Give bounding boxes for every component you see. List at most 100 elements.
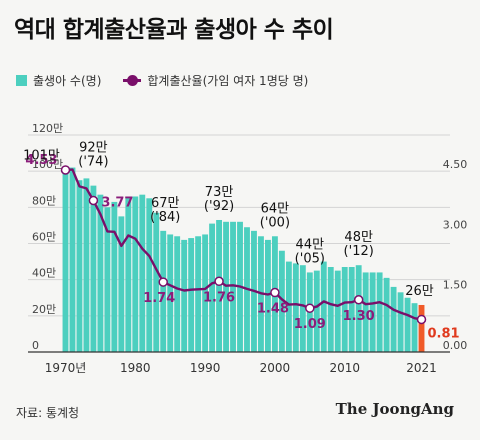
x-tick-label-1980: 1980	[120, 361, 151, 375]
bar-2020	[411, 303, 418, 352]
bar-1987	[181, 239, 188, 352]
bar-1982	[146, 198, 153, 352]
births-label-1984: 67만	[151, 196, 180, 211]
births-label-1992: 73만	[205, 185, 234, 200]
legend-tfr-label: 합계출산율(가임 여자 1명당 명)	[147, 74, 309, 88]
bar-2003	[292, 263, 299, 352]
births-sublabel-2000: ('00)	[260, 215, 290, 230]
bar-1970	[62, 169, 69, 352]
bar-1971	[69, 167, 76, 352]
bar-2016	[383, 277, 390, 352]
bar-1976	[104, 207, 111, 352]
bar-1979	[125, 196, 132, 352]
y-left-tick-label: 60만	[32, 231, 56, 244]
bar-1984	[160, 230, 167, 352]
bar-1974	[90, 185, 97, 352]
bar-2012	[355, 265, 362, 352]
bar-2009	[334, 270, 341, 352]
births-sublabel-1984: ('84)	[150, 210, 180, 225]
bar-1994	[230, 221, 236, 352]
bar-2002	[285, 261, 292, 352]
births-label-1974: 92만	[79, 141, 108, 156]
x-tick-label-1970: 1970년	[45, 361, 87, 375]
bar-2018	[397, 292, 404, 352]
tfr-label-2012: 1.30	[343, 309, 375, 324]
tfr-label-1974: 3.77	[101, 196, 133, 211]
tfr-marker-1974	[88, 195, 99, 206]
births-label-2021: 26만	[405, 284, 434, 299]
legend-births-swatch	[16, 75, 27, 86]
y-left-tick-label: 100만	[32, 158, 63, 171]
source-note: 자료: 통계청	[16, 406, 80, 420]
x-tick-label-2010: 2010	[329, 361, 360, 375]
bar-2011	[348, 267, 355, 352]
bar-1990	[202, 234, 209, 352]
legend: 출생아 수(명) 합계출산율(가임 여자 1명당 명)	[16, 72, 308, 89]
bar-1999	[265, 239, 271, 352]
bar-2017	[390, 286, 397, 352]
bar-2010	[341, 267, 348, 352]
bar-1981	[139, 194, 146, 352]
bar-1991	[209, 223, 216, 352]
bar-1980	[132, 196, 139, 352]
legend-tfr-swatch	[123, 75, 142, 86]
tfr-label-2021: 0.81	[428, 326, 460, 341]
bar-2021	[418, 304, 425, 352]
tfr-marker-1992	[214, 276, 224, 287]
tfr-marker-2000	[270, 287, 280, 298]
y-right-tick-label: 3.00	[443, 218, 468, 231]
x-tick-label-2021: 2021	[406, 361, 437, 375]
tfr-label-1970: 4.53	[25, 153, 57, 168]
births-sublabel-1974: ('74)	[78, 155, 108, 170]
bar-1989	[195, 236, 202, 352]
brand-logo: The JoongAng	[335, 400, 454, 418]
bar-1977	[111, 201, 118, 352]
y-left-tick-label: 120만	[32, 122, 63, 135]
bar-1985	[167, 234, 174, 352]
bar-1988	[188, 238, 195, 352]
y-right-tick-label: 1.50	[443, 279, 468, 292]
tfr-marker-2005	[305, 303, 315, 313]
bar-2015	[376, 272, 383, 352]
bar-1973	[83, 178, 90, 352]
y-left-tick-label: 80만	[32, 194, 56, 207]
tfr-label-1992: 1.76	[203, 290, 235, 305]
tfr-marker-1970	[60, 165, 71, 175]
bar-2004	[299, 265, 306, 352]
bar-1986	[174, 236, 181, 352]
tfr-marker-2012	[353, 295, 364, 305]
births-label-2000: 64만	[261, 201, 290, 216]
y-right-tick-label: 0.00	[443, 339, 468, 352]
bar-2006	[313, 270, 320, 352]
tfr-marker-2021	[416, 314, 427, 325]
tfr-label-2000: 1.48	[257, 302, 289, 317]
y-left-tick-label: 0	[32, 339, 39, 352]
tfr-label-2005: 1.09	[294, 317, 326, 332]
bar-2007	[320, 261, 327, 352]
bar-1975	[97, 194, 104, 352]
bar-2001	[278, 250, 285, 352]
bar-2019	[404, 297, 411, 352]
tfr-label-1984: 1.74	[143, 291, 175, 306]
y-right-tick-label: 4.50	[443, 158, 468, 171]
births-sublabel-1992: ('92)	[204, 199, 234, 214]
y-left-tick-label: 20만	[32, 303, 56, 316]
chart-title: 역대 합계출산율과 출생아 수 추이	[14, 17, 334, 43]
y-left-tick-label: 40만	[32, 267, 56, 280]
births-sublabel-2005: ('05)	[295, 251, 325, 266]
births-sublabel-2012: ('12)	[344, 244, 374, 259]
bar-1983	[153, 212, 160, 352]
tfr-marker-1984	[158, 277, 168, 287]
bar-1978	[118, 216, 125, 352]
bar-1972	[76, 180, 83, 352]
bar-2014	[369, 272, 376, 352]
bar-1993	[223, 221, 229, 352]
births-label-2012: 48만	[344, 230, 373, 245]
births-label-1970: 101만	[23, 148, 60, 163]
bar-2008	[327, 267, 334, 352]
x-tick-label-1990: 1990	[190, 361, 221, 375]
x-tick-label-2000: 2000	[260, 361, 291, 375]
legend-births-label: 출생아 수(명)	[33, 74, 102, 88]
births-label-2005: 44만	[296, 237, 325, 252]
